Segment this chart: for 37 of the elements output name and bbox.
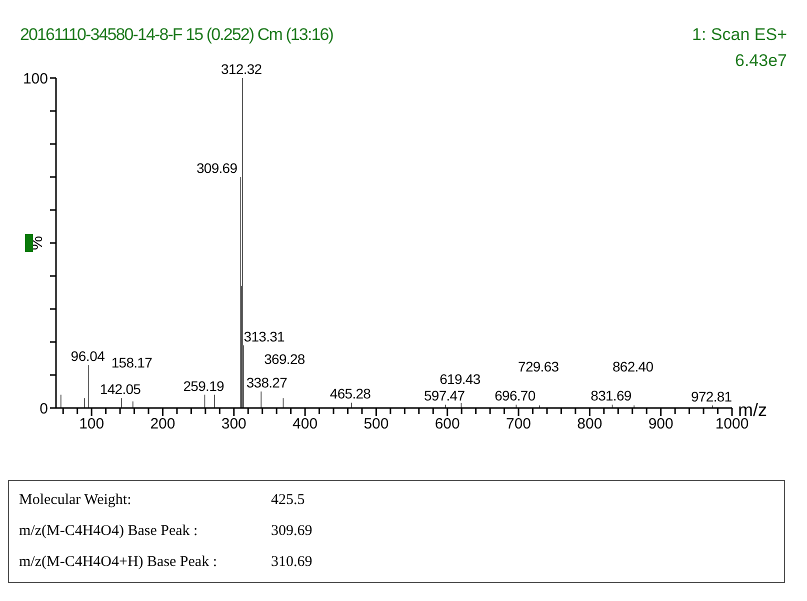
- annotation: 158.17: [111, 354, 153, 370]
- text: m/z(M-C4H4O4+H) Base Peak :: [19, 554, 218, 571]
- x-tick-label: 600: [434, 416, 460, 433]
- annotation: 696.70: [494, 388, 536, 404]
- annotation: 259.19: [183, 378, 224, 394]
- x-tick-label: 700: [506, 416, 532, 433]
- text: m/z(M-C4H4O4) Base Peak :: [19, 523, 199, 540]
- x-tick-label: 200: [150, 416, 176, 433]
- annotation: 831.69: [590, 388, 632, 404]
- text: Molecular Weight:: [19, 492, 132, 509]
- x-tick-label: 400: [292, 416, 318, 433]
- annotation: 96.04: [70, 348, 106, 364]
- x-tick-label: 500: [364, 416, 389, 433]
- annotation: 338.27: [246, 374, 288, 390]
- x-tick-label: 900: [648, 416, 674, 433]
- x-tick-label: 100: [79, 416, 104, 433]
- annotation: 729.63: [518, 358, 560, 374]
- x-tick-label: 1000: [715, 416, 749, 433]
- annotation: 312.32: [221, 61, 262, 77]
- x-tick-label: 300: [221, 416, 246, 433]
- text: 425.5: [271, 492, 305, 509]
- annotation: 313.31: [244, 328, 286, 344]
- annotation: 465.28: [330, 386, 372, 402]
- annotation: 142.05: [100, 381, 142, 398]
- text: 6.43e7: [735, 51, 787, 70]
- annotation: 597.47: [424, 388, 466, 404]
- annotation: 862.40: [612, 358, 654, 374]
- annotation: 619.43: [440, 371, 481, 388]
- chart-title: 20161110-34580-14-8-F 15 (0.252) Cm (13:16): [20, 25, 334, 44]
- text: 309.69: [271, 523, 312, 540]
- x-tick-label: 800: [577, 416, 602, 433]
- annotation: 369.28: [264, 351, 306, 368]
- y-tick-label: 0: [40, 400, 48, 418]
- annotation: 309.69: [196, 160, 238, 176]
- text: 1: Scan ES+: [692, 25, 788, 44]
- text: 310.69: [271, 554, 312, 571]
- annotation: 972.81: [691, 388, 732, 404]
